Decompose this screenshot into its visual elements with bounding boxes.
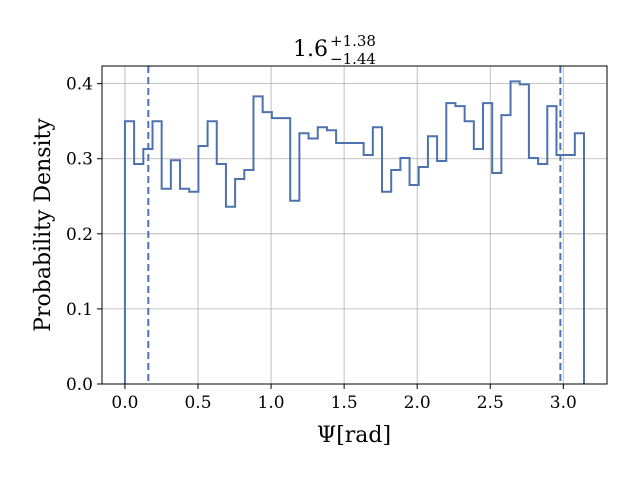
- y-tick-label: 0.2: [66, 225, 93, 245]
- x-tick-label: 0.0: [111, 393, 138, 413]
- x-tick-label: 1.0: [258, 393, 285, 413]
- histogram-data: [123, 66, 585, 384]
- y-tick-label: 0.0: [66, 375, 93, 395]
- x-axis-label: Ψ[rad]: [317, 423, 391, 448]
- y-axis-label: Probability Density: [31, 118, 56, 332]
- y-tick-label: 0.1: [66, 300, 93, 320]
- title-upper-error: +1.38: [330, 32, 376, 50]
- grid: [102, 66, 607, 385]
- x-tick-label: 3.0: [550, 393, 577, 413]
- chart-title: 1.6 +1.38 −1.44: [293, 32, 376, 68]
- histogram-step-line: [123, 80, 585, 384]
- y-tick-label: 0.4: [66, 75, 93, 95]
- x-tick-label: 2.0: [404, 393, 431, 413]
- title-lower-error: −1.44: [330, 50, 376, 68]
- y-tick-label: 0.3: [66, 150, 93, 170]
- x-tick-label: 2.5: [477, 393, 504, 413]
- x-tick-label: 1.5: [331, 393, 358, 413]
- title-value: 1.6: [293, 37, 328, 62]
- plot-frame: [101, 65, 608, 385]
- axis-ticks: 0.0 0.5 1.0 1.5 2.0 2.5 3.0 0.0 0.1 0.2 0.3 0.4: [66, 75, 577, 413]
- x-tick-label: 0.5: [184, 393, 211, 413]
